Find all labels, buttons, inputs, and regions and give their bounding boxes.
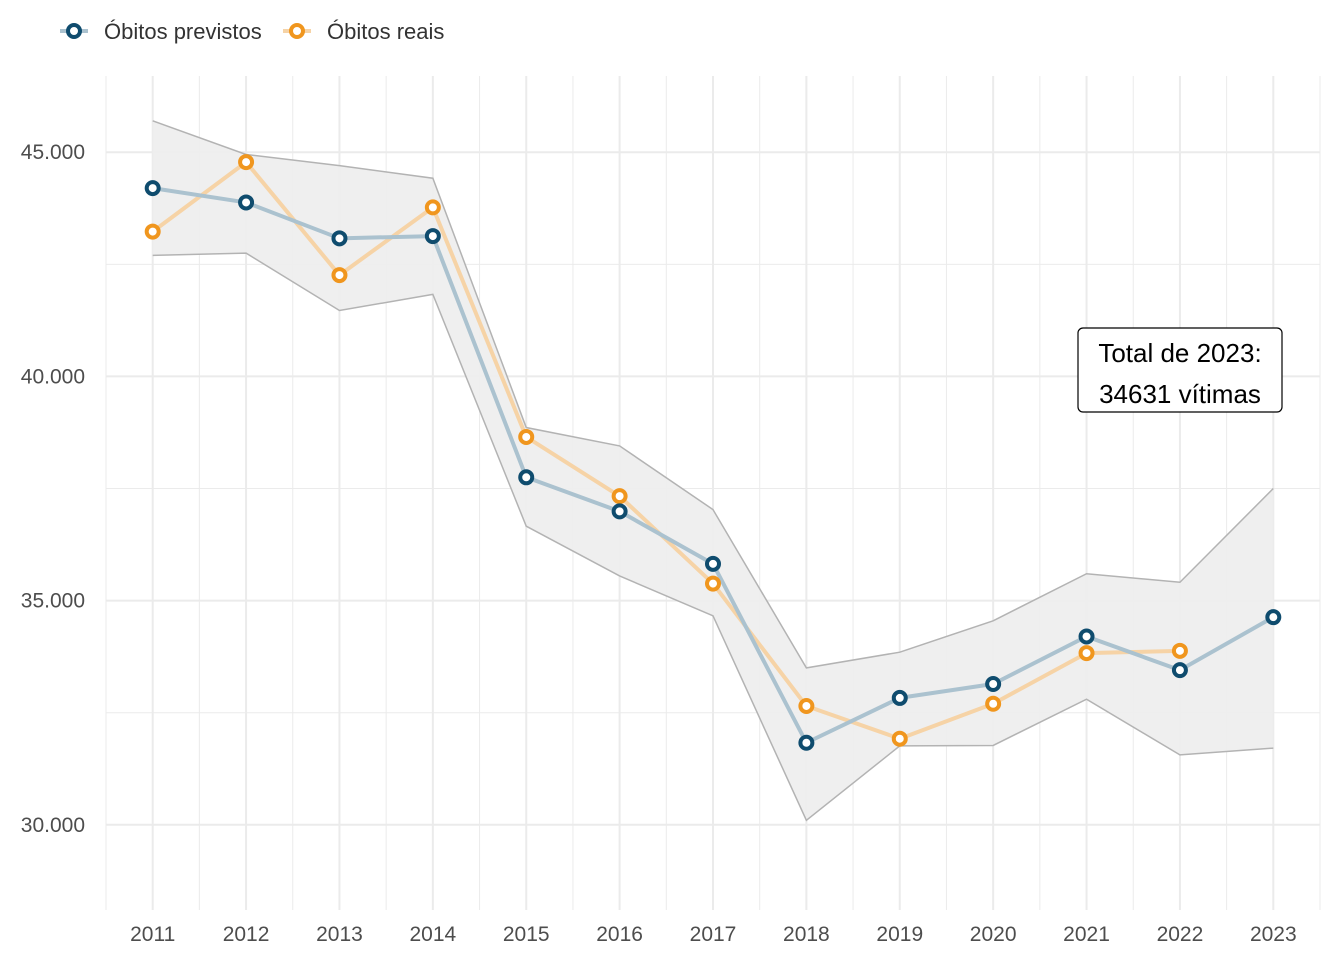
point-predicted-2016	[611, 503, 628, 520]
x-tick-label: 2013	[316, 923, 363, 946]
annotation-line-2: 34631 vítimas	[1099, 379, 1261, 409]
point-actual-2022	[1171, 642, 1188, 659]
y-tick-label: 30.000	[21, 814, 85, 837]
legend-marker-actual	[289, 23, 305, 39]
x-tick-label: 2012	[223, 923, 270, 946]
point-predicted-2022	[1171, 662, 1188, 679]
point-actual-2017	[705, 575, 721, 592]
point-predicted-2015	[518, 469, 535, 486]
point-predicted-2020	[985, 676, 1002, 693]
x-tick-label: 2018	[783, 923, 830, 946]
x-tick-label: 2011	[130, 923, 175, 946]
legend: Óbitos previstos Óbitos reais	[60, 19, 444, 44]
point-actual-2021	[1078, 645, 1095, 662]
y-tick-label: 40.000	[21, 365, 85, 388]
point-predicted-2014	[424, 228, 441, 245]
y-tick-label: 35.000	[21, 590, 85, 613]
x-tick-label: 2022	[1157, 923, 1204, 946]
point-predicted-2021	[1078, 628, 1095, 645]
x-axis-tick-labels: 2011 2012 2013 2014 2015 2016 2017 2018 2019 2020…	[130, 923, 1297, 946]
x-tick-label: 2015	[503, 923, 550, 946]
point-actual-2015	[518, 428, 535, 445]
legend-item-predicted: Óbitos previstos	[60, 19, 262, 44]
point-actual-2012	[238, 154, 255, 171]
point-predicted-2017	[705, 555, 721, 572]
legend-label-predicted: Óbitos previstos	[104, 19, 262, 44]
y-tick-label: 45.000	[21, 141, 85, 164]
prediction-interval-band	[152, 120, 1274, 822]
point-actual-2014	[424, 199, 441, 216]
band-area	[152, 120, 1274, 821]
point-predicted-2023	[1265, 609, 1282, 626]
point-actual-2019	[891, 730, 908, 747]
point-predicted-2018	[798, 734, 815, 751]
legend-label-actual: Óbitos reais	[327, 19, 444, 44]
x-tick-label: 2019	[876, 923, 923, 946]
x-tick-label: 2017	[690, 923, 737, 946]
annotation-box	[1077, 327, 1283, 413]
x-tick-label: 2023	[1250, 923, 1297, 946]
annotation-total-2023: Total de 2023: 34631 vítimas	[1077, 327, 1283, 413]
y-axis-tick-labels: 30.000 35.000 40.000 45.000	[21, 141, 85, 837]
point-actual-2018	[798, 697, 815, 714]
point-actual-2016	[611, 488, 628, 505]
x-tick-label: 2014	[409, 923, 456, 946]
point-predicted-2013	[331, 230, 348, 247]
annotation-line-1: Total de 2023:	[1098, 338, 1261, 368]
band-upper-edge	[152, 120, 1274, 669]
legend-marker-predicted	[66, 23, 82, 39]
series-points	[144, 154, 1282, 751]
point-actual-2011	[144, 223, 161, 240]
x-tick-label: 2020	[970, 923, 1017, 946]
legend-item-actual: Óbitos reais	[283, 19, 444, 44]
x-tick-label: 2021	[1063, 923, 1110, 946]
point-actual-2013	[331, 267, 348, 284]
point-predicted-2012	[238, 194, 255, 211]
x-tick-label: 2016	[596, 923, 643, 946]
point-actual-2020	[985, 695, 1002, 712]
band-lower-edge	[152, 252, 1274, 822]
point-predicted-2019	[891, 689, 908, 706]
point-predicted-2011	[144, 180, 161, 197]
